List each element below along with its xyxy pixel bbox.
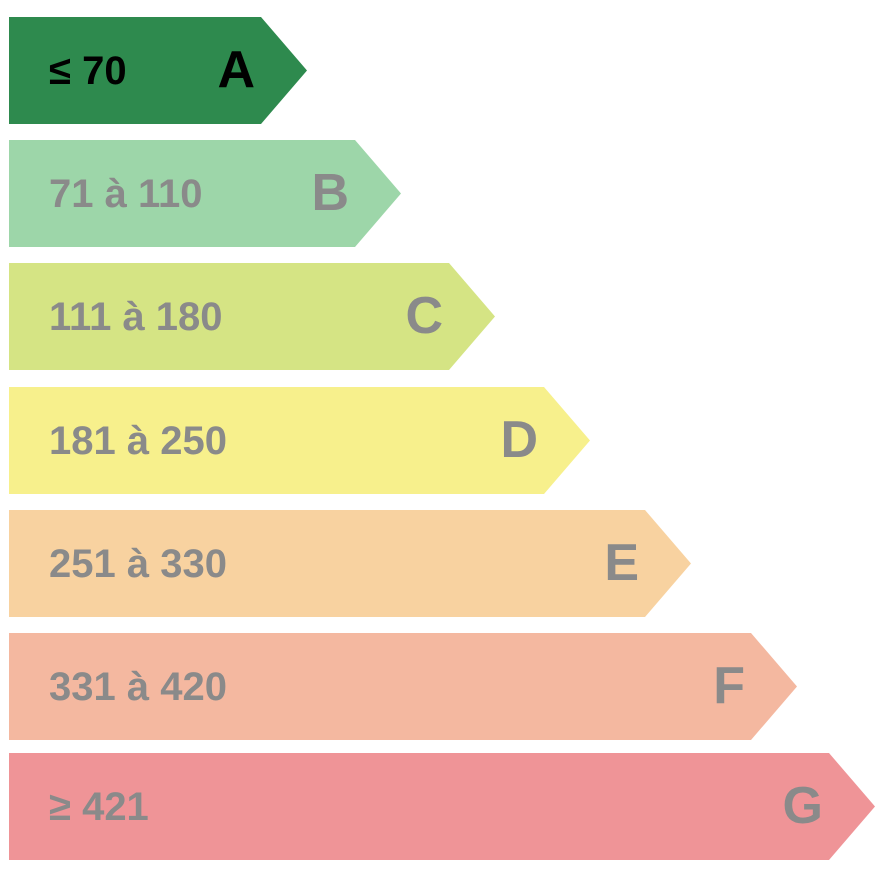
band-arrow (9, 753, 875, 860)
band-range: 71 à 110 (49, 172, 203, 216)
band-arrow (9, 263, 495, 370)
band-letter: B (311, 164, 349, 222)
band-range: 111 à 180 (49, 295, 223, 339)
band-range: ≥ 421 (49, 785, 149, 829)
band-arrow (9, 510, 691, 617)
band-arrow (9, 140, 401, 247)
band-letter: E (604, 534, 639, 592)
band-range: ≤ 70 (49, 49, 127, 93)
band-range: 251 à 330 (49, 542, 227, 586)
band-range: 331 à 420 (49, 665, 227, 709)
band-letter: C (405, 287, 443, 345)
band-letter: G (783, 777, 823, 835)
band-arrow (9, 17, 307, 124)
band-letter: F (713, 657, 745, 715)
band-arrow (9, 387, 590, 494)
band-arrow (9, 633, 797, 740)
band-range: 181 à 250 (49, 419, 227, 463)
band-letter: D (500, 411, 538, 469)
band-letter: A (217, 41, 255, 99)
